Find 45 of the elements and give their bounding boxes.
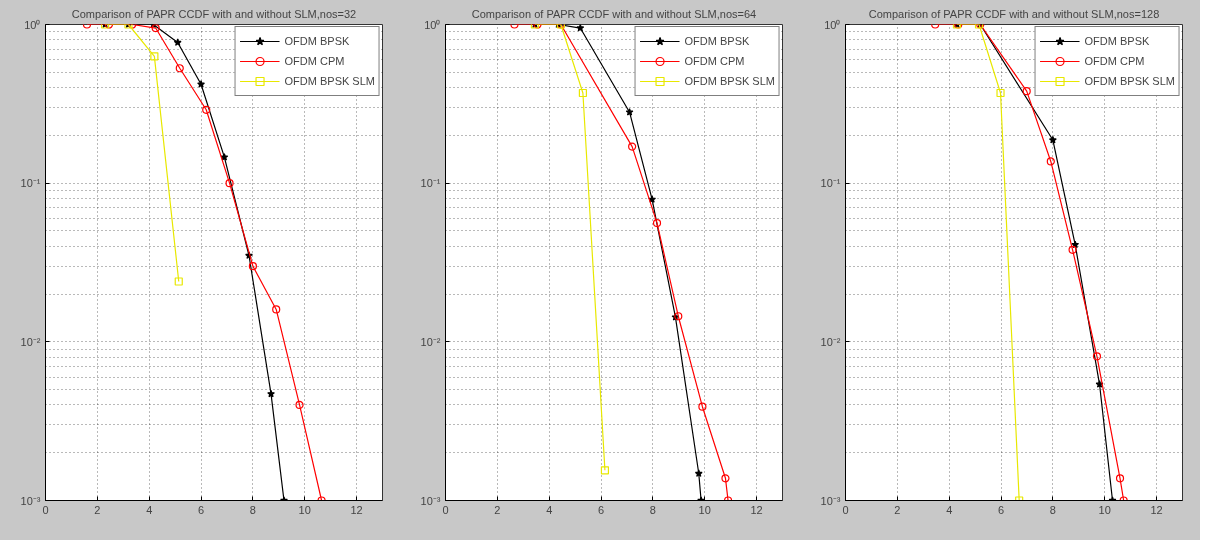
y-tick-label: 10⁻¹ <box>820 177 841 190</box>
x-tick-label: 6 <box>197 503 205 516</box>
x-tick-label: 12 <box>750 503 763 516</box>
y-tick-label: 10⁻³ <box>20 494 41 507</box>
x-tick-label: 4 <box>546 503 553 516</box>
x-tick-label: 10 <box>698 503 711 516</box>
legend-label: OFDM CPM <box>284 54 345 68</box>
x-tick-label: 12 <box>1150 503 1163 516</box>
x-tick-label: 10 <box>298 503 311 516</box>
y-tick-label: 10⁻² <box>820 335 841 348</box>
x-tick-label: 6 <box>997 503 1005 516</box>
y-tick-label: 10⁻² <box>420 335 441 348</box>
y-tick-label: 10⁻³ <box>420 494 441 507</box>
x-tick-label: 8 <box>249 503 256 516</box>
y-tick-label: 10⁻² <box>20 335 41 348</box>
y-tick-label: 10⁻¹ <box>420 177 441 190</box>
y-tick-label: 10⁻¹ <box>20 177 41 190</box>
legend-label: OFDM BPSK SLM <box>1084 74 1175 88</box>
x-tick-label: 0 <box>442 503 449 516</box>
x-tick-label: 2 <box>494 503 501 516</box>
y-tick-label: 10⁻³ <box>820 494 841 507</box>
legend-label: OFDM BPSK <box>284 34 350 48</box>
y-tick-label: 10⁰ <box>824 18 841 31</box>
x-tick-label: 8 <box>1049 503 1056 516</box>
y-tick-label: 10⁰ <box>424 18 441 31</box>
chart-title: Comparison of PAPR CCDF with and without SLM,nos=32 <box>71 7 357 20</box>
x-tick-label: 2 <box>94 503 101 516</box>
x-tick-label: 0 <box>42 503 49 516</box>
x-tick-label: 4 <box>946 503 953 516</box>
legend-label: OFDM CPM <box>1084 54 1145 68</box>
x-tick-label: 8 <box>649 503 656 516</box>
x-tick-label: 4 <box>146 503 153 516</box>
chart-title: Comparison of PAPR CCDF with and without SLM,nos=128 <box>868 7 1160 20</box>
x-tick-label: 0 <box>842 503 849 516</box>
legend-label: OFDM BPSK SLM <box>684 74 775 88</box>
y-tick-label: 10⁰ <box>24 18 41 31</box>
legend-label: OFDM BPSK <box>684 34 750 48</box>
x-tick-label: 2 <box>894 503 901 516</box>
legend-label: OFDM CPM <box>684 54 745 68</box>
chart-title: Comparison of PAPR CCDF with and without SLM,nos=64 <box>471 7 757 20</box>
legend-label: OFDM BPSK SLM <box>284 74 375 88</box>
x-tick-label: 6 <box>597 503 605 516</box>
x-tick-label: 10 <box>1098 503 1111 516</box>
legend-label: OFDM BPSK <box>1084 34 1150 48</box>
x-tick-label: 12 <box>350 503 363 516</box>
